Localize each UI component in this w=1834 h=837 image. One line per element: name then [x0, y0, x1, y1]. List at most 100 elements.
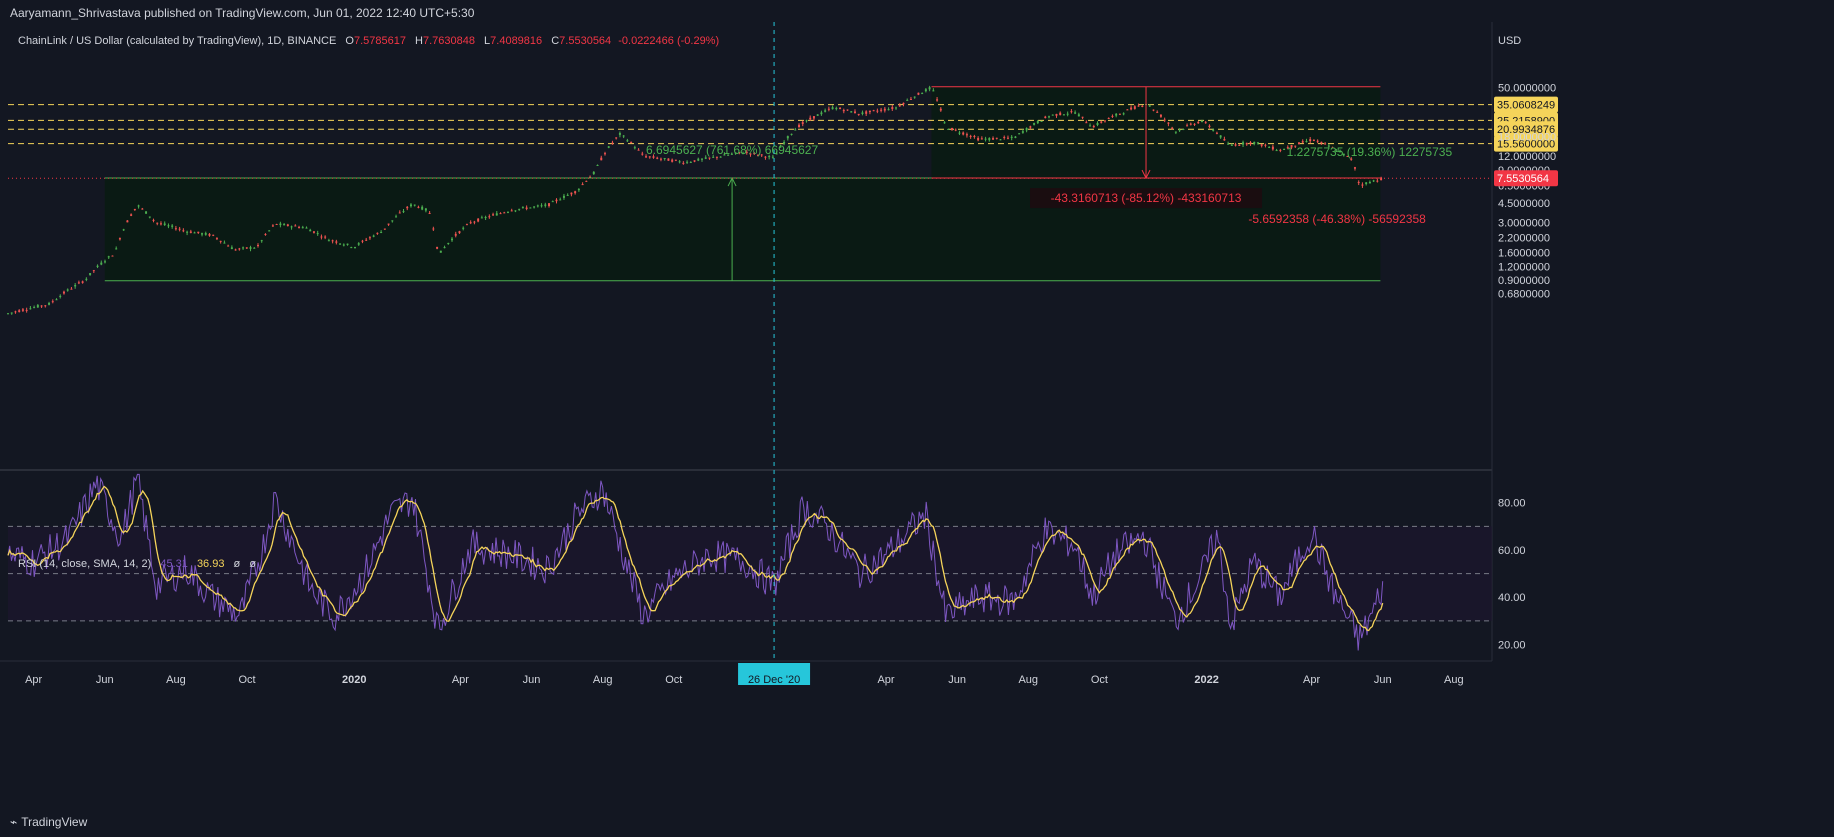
- candle-body: [801, 122, 804, 124]
- candle-body: [865, 111, 868, 114]
- candle-body: [201, 233, 204, 235]
- candle-body: [1283, 148, 1286, 150]
- candle-body: [1264, 144, 1267, 146]
- time-tick-0: Apr: [25, 674, 42, 686]
- candle-body: [1215, 132, 1218, 134]
- candle-body: [868, 110, 871, 113]
- candle-body: [436, 246, 439, 249]
- candle-body: [1167, 122, 1170, 124]
- candle-body: [1159, 114, 1162, 117]
- candle-body: [943, 122, 946, 124]
- candle-body: [1003, 136, 1006, 138]
- candle-body: [1346, 155, 1349, 157]
- candle-body: [1256, 142, 1259, 144]
- open-value: 7.5785617: [353, 35, 406, 47]
- candle-body: [1111, 115, 1114, 117]
- candle-body: [107, 256, 110, 258]
- candle-body: [958, 132, 961, 134]
- candle-body: [451, 238, 454, 241]
- candle-body: [611, 142, 614, 144]
- candle-body: [227, 245, 230, 247]
- candle-body: [111, 255, 114, 257]
- candle-body: [738, 152, 741, 154]
- candle-body: [715, 156, 718, 158]
- high-value: 7.7630848: [422, 35, 475, 47]
- candle-body: [81, 281, 84, 283]
- candle-body: [1290, 145, 1293, 148]
- rsi-tick-0: 80.00: [1498, 498, 1526, 510]
- rsi-tick-2: 40.00: [1498, 592, 1526, 604]
- candle-body: [495, 213, 498, 216]
- candle-body: [417, 206, 420, 208]
- candle-body: [424, 208, 427, 211]
- candle-body: [59, 295, 62, 297]
- candle-body: [85, 278, 88, 280]
- candle-body: [596, 164, 599, 166]
- price-tick-5: 4.5000000: [1498, 198, 1550, 210]
- candle-body: [1298, 142, 1301, 145]
- candle-body: [477, 218, 480, 222]
- symbol-title[interactable]: ChainLink / US Dollar (calculated by Tra…: [18, 35, 337, 47]
- candle-body: [1204, 122, 1207, 124]
- candle-body: [1133, 106, 1136, 109]
- candle-body: [365, 239, 368, 241]
- publisher-line: Aaryamann_Shrivastava published on Tradi…: [10, 6, 475, 20]
- candle-body: [286, 224, 289, 226]
- candle-body: [555, 199, 558, 202]
- candle-body: [152, 219, 155, 221]
- candle-body: [1189, 123, 1192, 125]
- candle-body: [518, 208, 521, 210]
- measure-small-green-label: 1.2275735 (19.36%) 12275735: [1287, 145, 1453, 159]
- time-tick-7: Aug: [593, 674, 613, 686]
- candle-body: [756, 154, 759, 156]
- candle-body: [947, 129, 950, 131]
- candle-body: [178, 228, 181, 230]
- candle-body: [768, 156, 771, 158]
- candle-body: [335, 241, 338, 243]
- candle-body: [783, 141, 786, 144]
- candle-body: [503, 212, 506, 214]
- candle-body: [962, 132, 965, 135]
- candle-body: [309, 229, 312, 232]
- close-value: 7.5530564: [559, 35, 612, 47]
- candle-body: [1152, 109, 1155, 111]
- tradingview-logo[interactable]: ⌁ TradingView: [10, 815, 87, 829]
- crosshair-date-label: 26 Dec '20: [748, 674, 800, 686]
- candle-body: [708, 157, 711, 159]
- candle-body: [204, 233, 207, 235]
- candle-body: [186, 231, 189, 233]
- candle-body: [548, 203, 551, 207]
- candle-body: [704, 157, 707, 159]
- candle-body: [1320, 141, 1323, 144]
- candle-body: [1021, 131, 1024, 133]
- candle-body: [488, 216, 491, 218]
- candle-body: [607, 146, 610, 148]
- candle-body: [988, 138, 991, 141]
- candle-body: [1107, 117, 1110, 119]
- candle-body: [533, 206, 536, 208]
- candle-body: [1275, 150, 1278, 152]
- candle-body: [1286, 147, 1289, 149]
- candle-body: [36, 305, 39, 308]
- candle-body: [1156, 111, 1159, 113]
- candle-body: [861, 112, 864, 114]
- time-tick-6: Jun: [523, 674, 541, 686]
- candle-body: [671, 159, 674, 162]
- candle-body: [1029, 126, 1032, 128]
- candle-body: [1006, 137, 1009, 139]
- candle-body: [77, 282, 80, 284]
- candle-body: [809, 117, 812, 120]
- rsi-legend: RSI (14, close, SMA, 14, 2) 45.31 36.93 …: [18, 558, 256, 570]
- candle-body: [656, 157, 659, 159]
- candle-body: [839, 107, 842, 110]
- candle-body: [954, 129, 957, 131]
- rsi-title[interactable]: RSI (14, close, SMA, 14, 2): [18, 558, 152, 570]
- candle-body: [357, 243, 360, 245]
- candle-body: [432, 228, 435, 230]
- candle-body: [219, 240, 222, 242]
- candle-body: [846, 109, 849, 111]
- candle-body: [21, 309, 24, 311]
- candle-body: [1268, 147, 1271, 149]
